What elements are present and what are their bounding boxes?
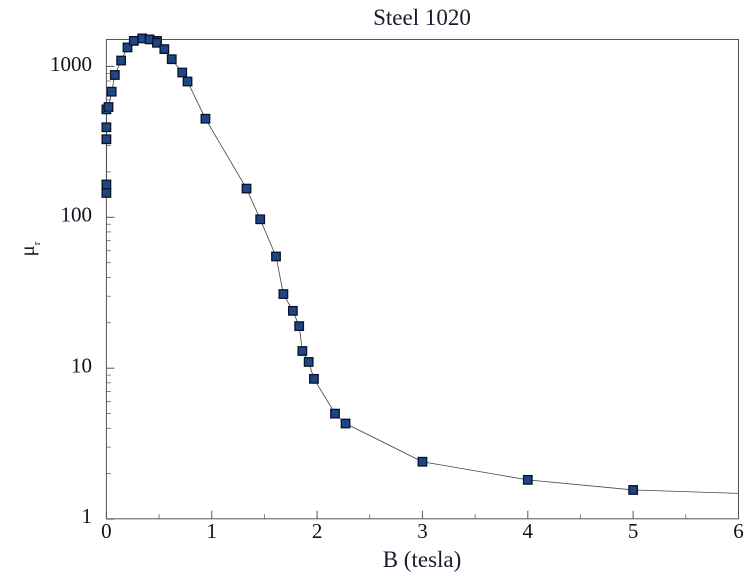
- svg-text:4: 4: [523, 519, 534, 543]
- svg-text:2: 2: [312, 519, 323, 543]
- svg-text:0: 0: [101, 519, 112, 543]
- svg-text:μr: μr: [15, 241, 43, 256]
- svg-text:6: 6: [733, 519, 744, 543]
- svg-text:10: 10: [71, 353, 92, 377]
- svg-text:B (tesla): B (tesla): [383, 547, 462, 572]
- svg-text:1: 1: [82, 504, 93, 528]
- svg-text:100: 100: [61, 203, 93, 227]
- svg-text:Steel 1020: Steel 1020: [373, 5, 471, 30]
- svg-text:1: 1: [207, 519, 218, 543]
- svg-text:5: 5: [628, 519, 639, 543]
- svg-text:3: 3: [417, 519, 428, 543]
- svg-text:1000: 1000: [50, 52, 92, 76]
